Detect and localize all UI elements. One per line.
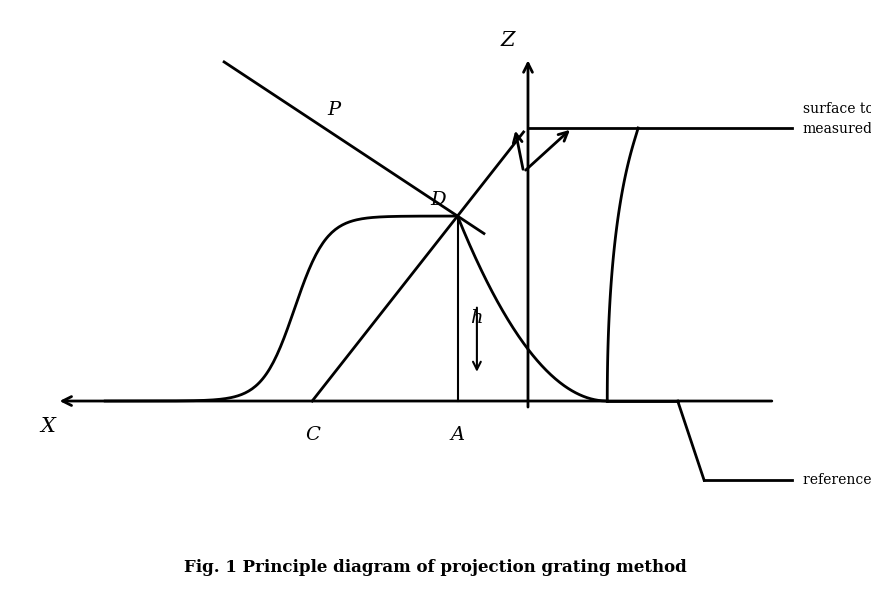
Text: P: P: [327, 101, 341, 119]
Text: X: X: [41, 417, 56, 436]
Text: h: h: [469, 309, 483, 327]
Text: D: D: [430, 191, 446, 209]
Text: reference surface: reference surface: [803, 473, 871, 488]
Text: Fig. 1 Principle diagram of projection grating method: Fig. 1 Principle diagram of projection g…: [184, 559, 687, 576]
Text: Z: Z: [500, 31, 515, 50]
Text: C: C: [305, 426, 320, 444]
Text: A: A: [450, 426, 464, 444]
Text: surface to be
measured: surface to be measured: [803, 102, 871, 136]
